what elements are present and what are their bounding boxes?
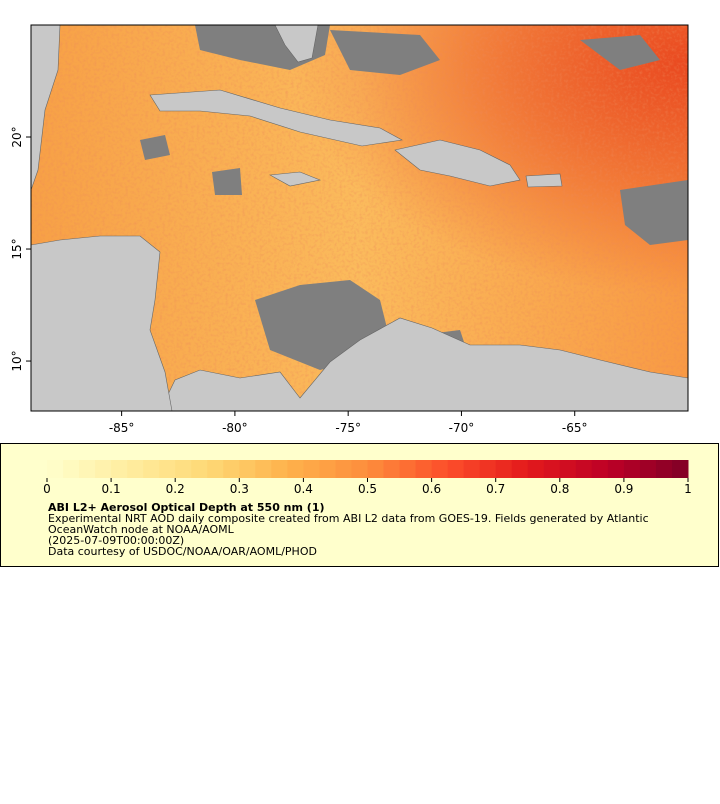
colorbar-step bbox=[671, 460, 689, 478]
y-tick-label: 15° bbox=[10, 238, 24, 259]
colorbar-step bbox=[63, 460, 80, 478]
colorbar-step bbox=[623, 460, 641, 478]
colorbar-step bbox=[287, 460, 304, 478]
colorbar-step bbox=[511, 460, 529, 478]
colorbar-tick-label: 0.8 bbox=[550, 482, 569, 496]
y-tick-label: 20° bbox=[10, 126, 24, 147]
colorbar-tick-label: 0.4 bbox=[294, 482, 313, 496]
colorbar-step bbox=[207, 460, 224, 478]
colorbar-tick-label: 0 bbox=[43, 482, 51, 496]
colorbar-step bbox=[223, 460, 240, 478]
legend-line: Experimental NRT AOD daily composite cre… bbox=[48, 512, 649, 525]
colorbar-step bbox=[335, 460, 352, 478]
x-tick-label: -65° bbox=[562, 421, 588, 435]
legend-line: (2025-07-09T00:00:00Z) bbox=[48, 534, 184, 547]
colorbar-step bbox=[127, 460, 144, 478]
colorbar-step bbox=[639, 460, 657, 478]
colorbar-step bbox=[367, 460, 385, 478]
colorbar-step bbox=[447, 460, 465, 478]
colorbar-tick-label: 1 bbox=[684, 482, 692, 496]
x-tick-label: -80° bbox=[222, 421, 248, 435]
colorbar-tick-label: 0.9 bbox=[614, 482, 633, 496]
x-tick-label: -85° bbox=[109, 421, 135, 435]
colorbar-step bbox=[319, 460, 336, 478]
colorbar-tick-label: 0.5 bbox=[358, 482, 377, 496]
colorbar-step bbox=[431, 460, 449, 478]
legend-title: ABI L2+ Aerosol Optical Depth at 550 nm … bbox=[48, 501, 325, 514]
colorbar-step bbox=[527, 460, 545, 478]
colorbar-step bbox=[415, 460, 433, 478]
map-frame bbox=[30, 24, 689, 412]
land bbox=[31, 25, 688, 411]
colorbar-step bbox=[607, 460, 625, 478]
colorbar-step bbox=[479, 460, 497, 478]
colorbar-step bbox=[175, 460, 192, 478]
colorbar-step bbox=[463, 460, 481, 478]
colorbar-tick-label: 0.1 bbox=[102, 482, 121, 496]
legend-line: OceanWatch node at NOAA/AOML bbox=[48, 523, 235, 536]
colorbar-step bbox=[351, 460, 368, 478]
colorbar-step bbox=[495, 460, 513, 478]
colorbar-tick-label: 0.6 bbox=[422, 482, 441, 496]
colorbar-step bbox=[591, 460, 609, 478]
colorbar-step bbox=[271, 460, 288, 478]
colorbar-step bbox=[79, 460, 96, 478]
colorbar-step bbox=[111, 460, 128, 478]
map bbox=[31, 25, 688, 411]
colorbar-step bbox=[575, 460, 593, 478]
colorbar-tick-label: 0.7 bbox=[486, 482, 505, 496]
colorbar-tick-label: 0.3 bbox=[230, 482, 249, 496]
colorbar-step bbox=[655, 460, 673, 478]
x-tick-label: -70° bbox=[449, 421, 475, 435]
colorbar-step bbox=[47, 460, 64, 478]
colorbar-tick-label: 0.2 bbox=[166, 482, 185, 496]
legend-line: Data courtesy of USDOC/NOAA/OAR/AOML/PHO… bbox=[48, 545, 317, 558]
colorbar-step bbox=[255, 460, 272, 478]
colorbar-step bbox=[239, 460, 256, 478]
colorbar-step bbox=[559, 460, 577, 478]
colorbar-step bbox=[383, 460, 401, 478]
colorbar-step bbox=[399, 460, 417, 478]
x-tick-label: -75° bbox=[335, 421, 361, 435]
colorbar-step bbox=[303, 460, 320, 478]
colorbar-step bbox=[143, 460, 160, 478]
colorbar-step bbox=[191, 460, 208, 478]
colorbar-step bbox=[95, 460, 112, 478]
y-tick-label: 10° bbox=[10, 350, 24, 371]
colorbar-step bbox=[543, 460, 561, 478]
colorbar-step bbox=[159, 460, 176, 478]
